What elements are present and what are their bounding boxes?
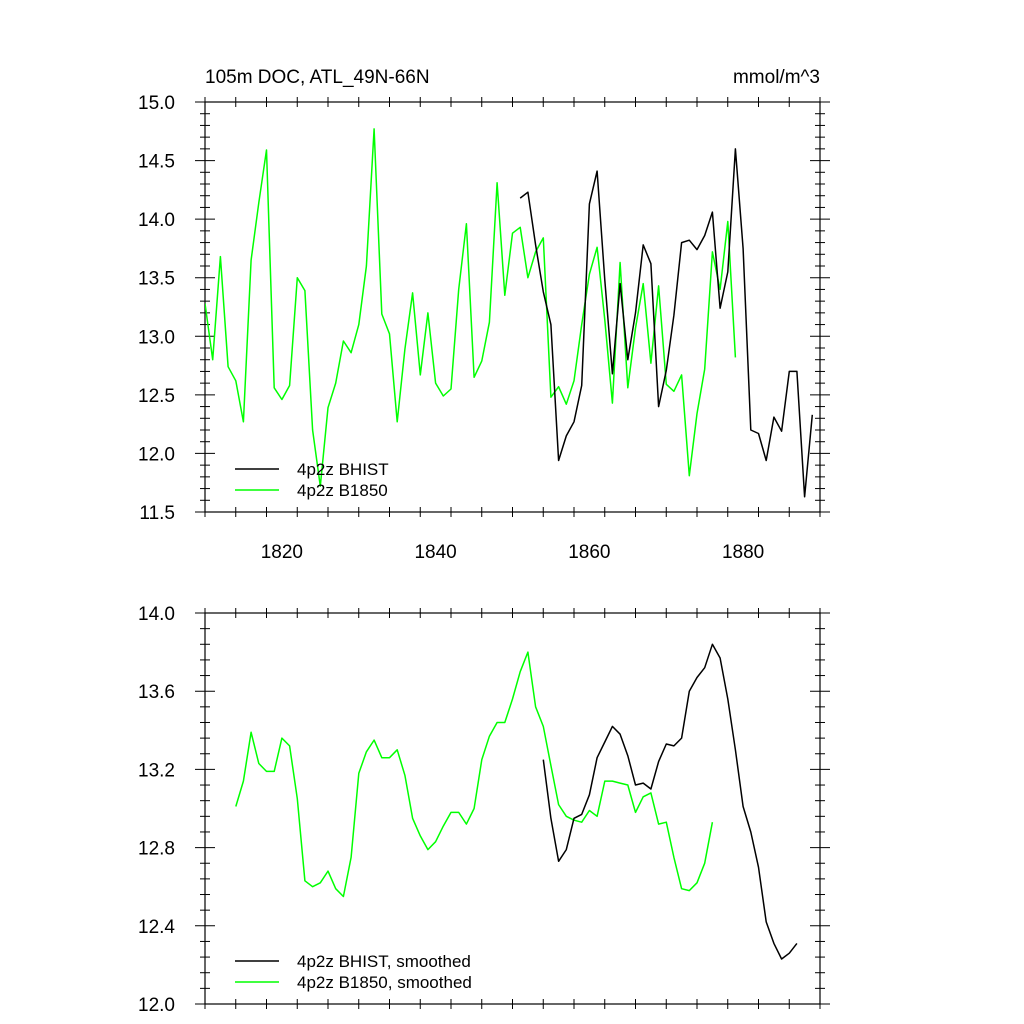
- y-tick-label: 14.5: [138, 152, 175, 173]
- series-line-2: [205, 128, 737, 487]
- series-line-2: [235, 651, 714, 898]
- legend-label: 4p2z B1850: [297, 481, 388, 500]
- x-tick-label: 1860: [568, 542, 610, 563]
- chart-panel-1: 105m DOC, ATL_49N-66N mmol/m^3 1820 1840 186…: [138, 67, 830, 563]
- series-line-1: [542, 643, 798, 960]
- legend-label: 4p2z BHIST: [297, 460, 389, 479]
- y-tick-label: 12.4: [138, 917, 175, 938]
- units-label: mmol/m^3: [733, 67, 820, 88]
- legend-label: 4p2z BHIST, smoothed: [297, 952, 471, 971]
- legend-label: 4p2z B1850, smoothed: [297, 973, 472, 992]
- y-tick-label: 11.5: [139, 503, 175, 524]
- y-tick-label: 12.5: [138, 386, 175, 407]
- y-tick-label: 13.2: [138, 760, 175, 781]
- y-tick-label: 14.0: [138, 210, 175, 231]
- y-tick-label: 12.0: [138, 444, 175, 465]
- y-tick-label: 12.8: [138, 839, 175, 860]
- y-tick-label: 13.0: [138, 327, 175, 348]
- chart-panel-2: 12.0 12.4 12.8 13.2 13.6 14.0 4p2z BHIST, smoo…: [138, 604, 830, 1016]
- plot-frame: [204, 612, 821, 1005]
- y-tick-label: 13.5: [138, 269, 175, 290]
- y-tick-label: 15.0: [138, 93, 175, 114]
- x-tick-label: 1880: [722, 542, 764, 563]
- y-tick-label: 13.6: [138, 682, 175, 703]
- chart-title: 105m DOC, ATL_49N-66N: [205, 67, 430, 88]
- x-tick-label: 1820: [261, 542, 303, 563]
- y-tick-label: 14.0: [138, 604, 175, 625]
- series-line-1: [519, 148, 814, 498]
- y-tick-label: 12.0: [138, 995, 175, 1016]
- x-tick-label: 1840: [414, 542, 456, 563]
- plot-frame: [204, 101, 821, 513]
